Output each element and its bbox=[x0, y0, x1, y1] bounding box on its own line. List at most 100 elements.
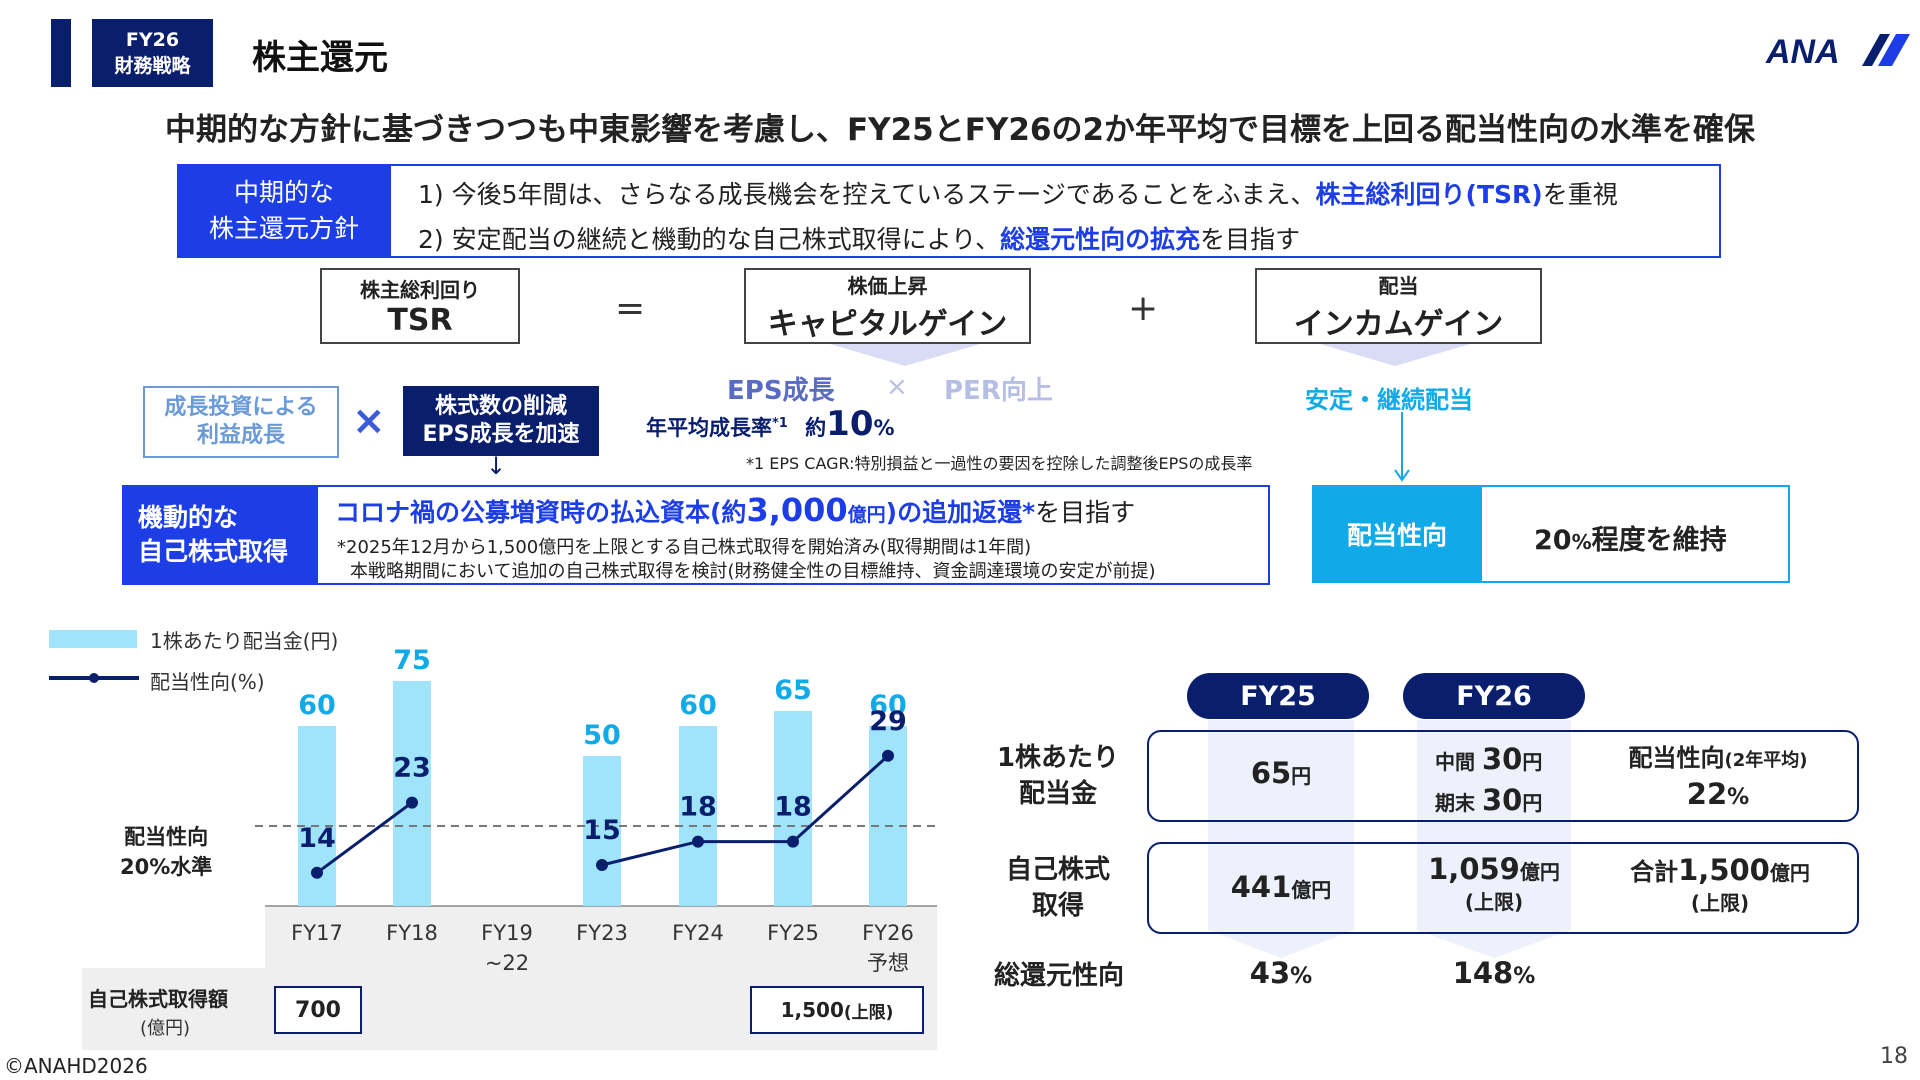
dividend-bar bbox=[393, 681, 431, 906]
threshold-label-line1: 配当性向 bbox=[124, 825, 209, 849]
threshold-label-line2: 20%水準 bbox=[120, 855, 213, 879]
buyback-main-pre: コロナ禍の公募増資時の払込資本(約 bbox=[335, 498, 747, 527]
buyback-fy26-summary: 1,059億円 (上限) bbox=[1417, 852, 1571, 915]
payout-point bbox=[596, 859, 608, 871]
category-label: FY23 bbox=[576, 921, 628, 945]
dividend-bar-label: 60 bbox=[298, 690, 336, 721]
payout-line bbox=[316, 801, 413, 875]
buyback-total-sub: (上限) bbox=[1690, 891, 1750, 915]
policy-label-line1: 中期的な bbox=[233, 178, 334, 207]
payout-policy-value: 20%程度を維持 bbox=[1534, 518, 1727, 557]
payout-policy-text: 程度を維持 bbox=[1591, 525, 1727, 556]
payout-point bbox=[882, 749, 894, 762]
payout-point-label: 14 bbox=[298, 823, 336, 854]
buyback-main-post: )の追加返還* bbox=[885, 498, 1036, 527]
buyback-fy26-number: 1,500 bbox=[780, 998, 844, 1022]
buyback-total-number: 1,500 bbox=[1678, 853, 1770, 887]
payout-two-year-value: 22% bbox=[1598, 777, 1838, 811]
equals-sign: = bbox=[615, 288, 646, 329]
category-label: FY18 bbox=[386, 921, 438, 945]
payout-line bbox=[601, 754, 890, 867]
buyback-fy25-summary-number: 441 bbox=[1230, 870, 1292, 904]
total-return-fy25: 43% bbox=[1208, 956, 1354, 990]
total-return-fy26-number: 148 bbox=[1452, 956, 1514, 990]
payout-two-year-label-row: 配当性向(2年平均) bbox=[1598, 738, 1838, 773]
section-tag-line1: FY26 bbox=[125, 29, 180, 51]
fy25-column-shade bbox=[1208, 720, 1354, 930]
dividend-fy26-value: 中間 30円 期末 30円 bbox=[1435, 740, 1542, 822]
dividend-row-label-line2: 配当金 bbox=[1018, 779, 1097, 809]
ana-logo: ANA bbox=[1765, 33, 1910, 70]
category-label: FY25 bbox=[767, 921, 819, 945]
total-return-fy25-number: 43 bbox=[1249, 956, 1291, 990]
payout-policy-number: 20 bbox=[1534, 525, 1572, 556]
payout-point bbox=[692, 835, 704, 848]
policy-line-1-tail: を重視 bbox=[1542, 180, 1618, 209]
payout-two-year: 配当性向(2年平均) 22% bbox=[1598, 738, 1838, 811]
payout-policy-label: 配当性向 bbox=[1312, 485, 1482, 583]
down-arrow-icon: ↓ bbox=[486, 452, 507, 480]
dividend-fy26-final-unit: 円 bbox=[1522, 791, 1543, 815]
threshold-label: 配当性向 20%水準 bbox=[120, 822, 212, 882]
payout-point-label: 15 bbox=[583, 815, 621, 846]
buyback-summary-label-line2: 取得 bbox=[1031, 891, 1084, 921]
capital-gain-box: 株価上昇 キャピタルゲイン bbox=[744, 268, 1031, 344]
dividend-bar-label: 50 bbox=[583, 720, 621, 751]
tsr-box-title: TSR bbox=[387, 303, 453, 338]
capital-gain-chevron bbox=[830, 344, 980, 366]
section-tag-line2: 財務戦略 bbox=[114, 55, 191, 77]
legend-bar-swatch bbox=[49, 630, 137, 648]
copyright: ©ANAHD2026 bbox=[4, 1054, 148, 1078]
category-label: 予想 bbox=[867, 951, 909, 975]
legend-bar-label: 1株あたり配当金(円) bbox=[150, 629, 339, 653]
buyback-fy26-suffix: (上限) bbox=[843, 1002, 894, 1023]
buyback-fy26-summary-unit: 億円 bbox=[1519, 860, 1560, 884]
logo-text: ANA bbox=[1765, 33, 1840, 70]
buyback-summary-label-line1: 自己株式 bbox=[1005, 855, 1110, 885]
buyback-row-label: 自己株式取得額 bbox=[88, 987, 228, 1011]
category-label: ~22 bbox=[485, 951, 529, 975]
policy-label-line2: 株主還元方針 bbox=[208, 214, 359, 243]
dividend-bar-label: 65 bbox=[774, 675, 812, 706]
category-label: FY24 bbox=[672, 921, 724, 945]
buyback-main-number: 3,000 bbox=[746, 491, 848, 529]
policy-line-1-emphasis: 株主総利回り(TSR) bbox=[1315, 180, 1543, 209]
total-return-fy26: 148% bbox=[1417, 956, 1571, 990]
eps-growth-label: EPS成長 bbox=[727, 376, 835, 406]
buyback-label-line2: 自己株式取得 bbox=[138, 537, 289, 566]
dividend-chart: 60 75 50 60 65 60 14 23 15 18 18 29 FY17 FY18 FY19 ~22 F… bbox=[255, 645, 940, 975]
total-return-fy26-unit: % bbox=[1513, 964, 1536, 989]
tsr-box-caption: 株主総利回り bbox=[360, 278, 480, 302]
payout-two-year-unit: % bbox=[1727, 785, 1750, 810]
growth-investment-line2: 利益成長 bbox=[196, 423, 285, 448]
growth-investment-box: 成長投資による 利益成長 bbox=[143, 386, 339, 458]
share-reduction-line2: EPS成長を加速 bbox=[422, 422, 580, 447]
dividend-fy26-interim-label: 中間 bbox=[1435, 750, 1475, 774]
buyback-main-tail: を目指す bbox=[1035, 498, 1136, 527]
payout-two-year-label: 配当性向 bbox=[1628, 744, 1725, 772]
payout-point-label: 23 bbox=[393, 753, 431, 784]
total-return-label: 総還元性向 bbox=[993, 961, 1124, 991]
share-reduction-box: 株式数の削減 EPS成長を加速 bbox=[403, 386, 599, 456]
fy25-header: FY25 bbox=[1187, 673, 1369, 719]
buyback-row-band bbox=[82, 968, 265, 1050]
cagr-footnote-mark: *1 bbox=[772, 416, 788, 431]
plus-sign: + bbox=[1128, 288, 1159, 329]
buyback-label-line1: 機動的な bbox=[138, 503, 239, 532]
payout-point bbox=[406, 796, 418, 809]
page-number: 18 bbox=[1880, 1044, 1908, 1069]
dividend-fy25-value: 65円 bbox=[1208, 756, 1354, 790]
dividend-bar bbox=[298, 726, 336, 906]
capital-gain-caption: 株価上昇 bbox=[847, 273, 928, 298]
buyback-fy26-summary-number: 1,059 bbox=[1428, 852, 1520, 886]
dividend-bar-label: 75 bbox=[393, 645, 431, 676]
dividend-fy26-interim: 中間 30円 bbox=[1435, 740, 1542, 781]
payout-two-year-number: 22 bbox=[1686, 777, 1728, 811]
dividend-fy26-interim-unit: 円 bbox=[1522, 750, 1543, 774]
dividend-row-box bbox=[1147, 730, 1859, 822]
headline: 中期的な方針に基づきつつも中東影響を考慮し、FY25とFY26の2か年平均で目標… bbox=[164, 112, 1756, 148]
fy26-column-shade bbox=[1417, 720, 1571, 930]
buyback-summary-label: 自己株式 取得 bbox=[988, 852, 1128, 924]
cagr-prefix: 約 bbox=[805, 416, 827, 440]
buyback-fy26-summary-value: 1,059億円 bbox=[1417, 852, 1571, 886]
